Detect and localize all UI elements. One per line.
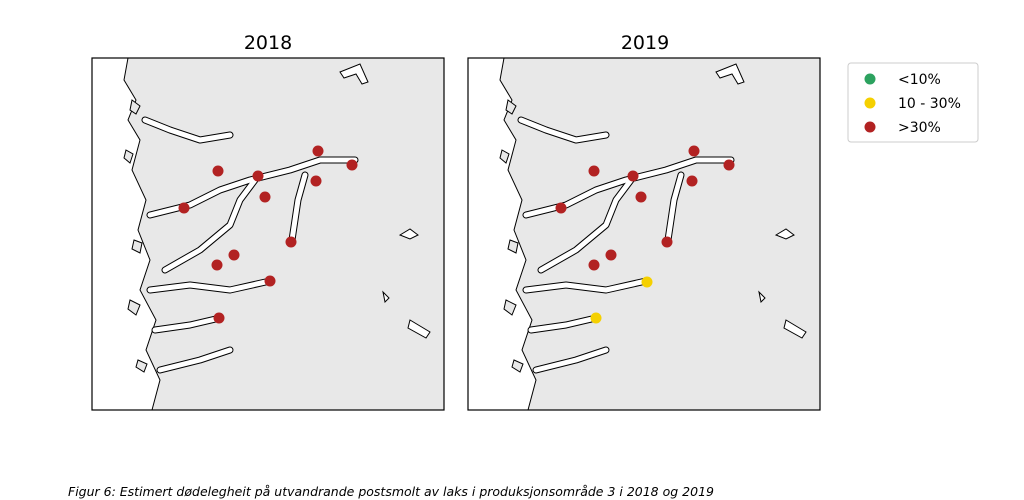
site-point [346, 159, 358, 171]
site-point [252, 170, 264, 182]
site-point [588, 259, 600, 271]
legend-label: >30% [898, 120, 941, 136]
legend-label: <10% [898, 72, 941, 88]
site-point [212, 165, 224, 177]
legend-label: 10 - 30% [898, 96, 961, 112]
site-point [588, 165, 600, 177]
site-point [627, 170, 639, 182]
site-point [259, 191, 271, 203]
site-point [228, 249, 240, 261]
site-point [635, 191, 647, 203]
site-point [605, 249, 617, 261]
legend-marker [864, 73, 876, 85]
site-point [590, 312, 602, 324]
site-point [688, 145, 700, 157]
caption: Figur 6: Estimert dødelegheit på utvandr… [68, 484, 714, 499]
site-point [213, 312, 225, 324]
panel-title: 2019 [621, 32, 669, 54]
map-panel [468, 58, 820, 410]
site-point [723, 159, 735, 171]
legend: <10% 10 - 30% >30% [847, 62, 979, 143]
site-point [555, 202, 567, 214]
site-point [211, 259, 223, 271]
legend-marker [864, 97, 876, 109]
site-point [178, 202, 190, 214]
site-point [264, 275, 276, 287]
site-point [310, 175, 322, 187]
site-point [641, 276, 653, 288]
site-point [312, 145, 324, 157]
legend-marker [864, 121, 876, 133]
map-panel [92, 58, 444, 410]
panel-title: 2018 [244, 32, 292, 54]
site-point [661, 236, 673, 248]
site-point [285, 236, 297, 248]
site-point [686, 175, 698, 187]
